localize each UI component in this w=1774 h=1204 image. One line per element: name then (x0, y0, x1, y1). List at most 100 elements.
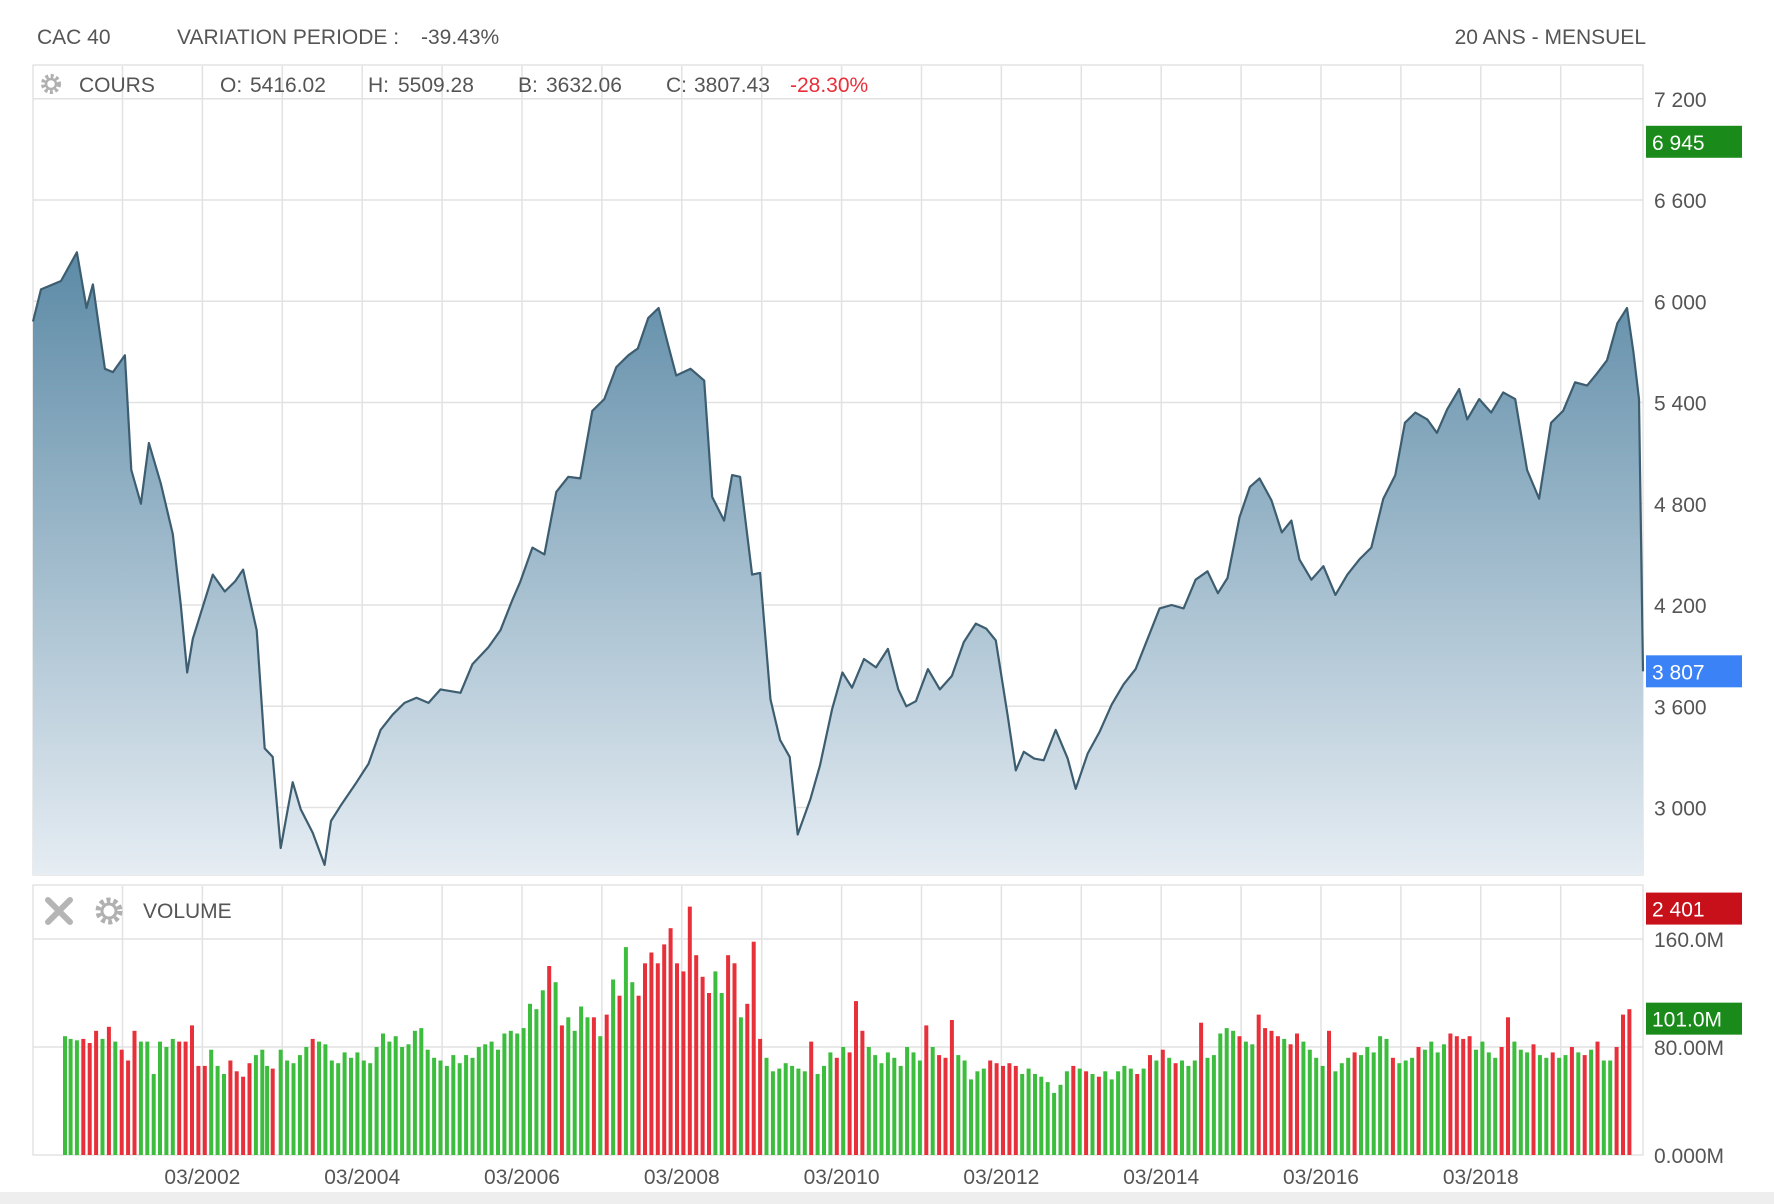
volume-bar (1141, 1068, 1146, 1155)
volume-bar (464, 1055, 469, 1155)
volume-bar (119, 1049, 124, 1155)
volume-bar (1493, 1057, 1498, 1155)
volume-bar (1429, 1041, 1434, 1155)
volume-bar (1307, 1049, 1312, 1155)
volume-bar (1448, 1033, 1453, 1155)
volume-bar (1557, 1057, 1562, 1155)
volume-bar (1320, 1065, 1325, 1155)
volume-bar (521, 1028, 526, 1155)
volume-bar (381, 1033, 385, 1155)
volume-bar (228, 1060, 233, 1155)
volume-bar (1192, 1060, 1197, 1155)
volume-bar (400, 1047, 405, 1155)
volume-bar (1263, 1028, 1268, 1155)
volume-bar (783, 1063, 788, 1155)
price-y-axis: 7 200 6 600 6 000 5 400 4 800 4 200 3 600 3 000 (1654, 89, 1707, 821)
volume-bar (202, 1065, 207, 1155)
volume-bar (1314, 1057, 1319, 1155)
volume-bar (1058, 1084, 1063, 1155)
period-label[interactable]: 20 ANS - MENSUEL (1455, 26, 1646, 49)
variation-value: -39.43% (421, 26, 499, 49)
volume-bar (1454, 1036, 1459, 1155)
x-tick-label: 03/2010 (804, 1166, 880, 1189)
price-y-tick-label: 3 600 (1654, 696, 1707, 719)
volume-bar (534, 1009, 539, 1155)
volume-bar (885, 1052, 890, 1155)
volume-bar (604, 1014, 609, 1155)
volume-y-tick-label: 0.000M (1654, 1145, 1724, 1168)
volume-bar (1013, 1065, 1018, 1155)
volume-bar (1045, 1082, 1050, 1155)
volume-bar (694, 955, 699, 1155)
volume-bar (260, 1049, 265, 1155)
volume-bar (1001, 1065, 1005, 1155)
high-value: 5509.28 (398, 74, 474, 97)
volume-bar (719, 993, 724, 1155)
volume-bar (1243, 1041, 1248, 1155)
price-y-tick-label: 7 200 (1654, 89, 1707, 112)
volume-bar (1608, 1060, 1613, 1155)
volume-bar (1295, 1033, 1299, 1155)
volume-bar (591, 1017, 596, 1155)
volume-bar (566, 1017, 571, 1155)
volume-bar (949, 1020, 954, 1155)
x-tick-label: 03/2006 (484, 1166, 560, 1189)
volume-bar (873, 1055, 878, 1155)
volume-bar (1173, 1063, 1178, 1155)
volume-bar (278, 1049, 283, 1155)
volume-bar (649, 952, 654, 1155)
volume-bar (1563, 1055, 1568, 1155)
volume-bar (802, 1071, 807, 1155)
high-badge: 6 945 (1646, 125, 1742, 158)
volume-bar (1077, 1068, 1082, 1155)
price-panel-title: COURS (79, 74, 155, 97)
volume-bar (879, 1063, 884, 1155)
volume-bar (1064, 1071, 1069, 1155)
volume-bar (310, 1038, 315, 1155)
low-badge-label: 2 401 (1652, 899, 1705, 922)
volume-bar (547, 966, 552, 1155)
volume-bar (74, 1040, 79, 1156)
volume-bar (790, 1065, 795, 1155)
volume-bar (662, 944, 667, 1155)
volume-bar (643, 963, 647, 1155)
volume-settings-icon[interactable] (95, 897, 123, 925)
volume-bar (924, 1025, 929, 1155)
volume-bar (1480, 1041, 1485, 1155)
volume-bar (68, 1038, 73, 1155)
volume-bar (241, 1076, 246, 1155)
x-tick-label: 03/2012 (963, 1166, 1039, 1189)
volume-bar (713, 971, 718, 1155)
volume-bar (630, 982, 635, 1155)
volume-bar (444, 1065, 449, 1155)
volume-bar (866, 1047, 871, 1155)
volume-bar (687, 906, 692, 1155)
volume-bar (572, 1030, 577, 1155)
close-icon[interactable] (45, 897, 73, 925)
volume-bar (1461, 1038, 1466, 1155)
volume-bar (265, 1065, 270, 1155)
price-y-tick-label: 5 400 (1654, 393, 1707, 416)
volume-bar (361, 1060, 366, 1155)
low-value: 3632.06 (546, 74, 622, 97)
volume-bar (1531, 1044, 1536, 1155)
volume-bar (540, 990, 545, 1155)
price-settings-icon[interactable] (41, 74, 61, 94)
price-y-tick-label: 6 600 (1654, 190, 1707, 213)
volume-bar (598, 1036, 603, 1155)
volume-bar (496, 1049, 500, 1155)
volume-bar (336, 1063, 341, 1155)
volume-bar (726, 955, 731, 1155)
volume-bar (732, 963, 737, 1155)
volume-bar (476, 1047, 481, 1155)
volume-bar (1052, 1092, 1057, 1155)
volume-bar (1512, 1041, 1517, 1155)
volume-bar (994, 1063, 999, 1155)
volume-bar (962, 1060, 967, 1155)
volume-bar (956, 1055, 961, 1155)
volume-bar (611, 979, 616, 1155)
volume-bar (1231, 1030, 1236, 1155)
volume-bar (81, 1038, 86, 1155)
volume-bar (323, 1044, 328, 1155)
volume-bar (1442, 1044, 1446, 1155)
